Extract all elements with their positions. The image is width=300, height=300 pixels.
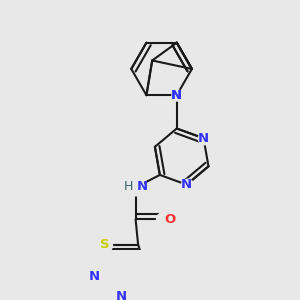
Text: N: N	[198, 132, 209, 145]
Text: N: N	[89, 270, 100, 283]
Text: N: N	[171, 89, 182, 102]
Text: S: S	[100, 238, 110, 251]
Text: N: N	[116, 290, 127, 300]
Text: N: N	[171, 89, 182, 102]
Text: N: N	[181, 178, 192, 191]
Text: H: H	[123, 180, 133, 193]
Text: O: O	[165, 213, 176, 226]
Text: N: N	[136, 180, 147, 193]
